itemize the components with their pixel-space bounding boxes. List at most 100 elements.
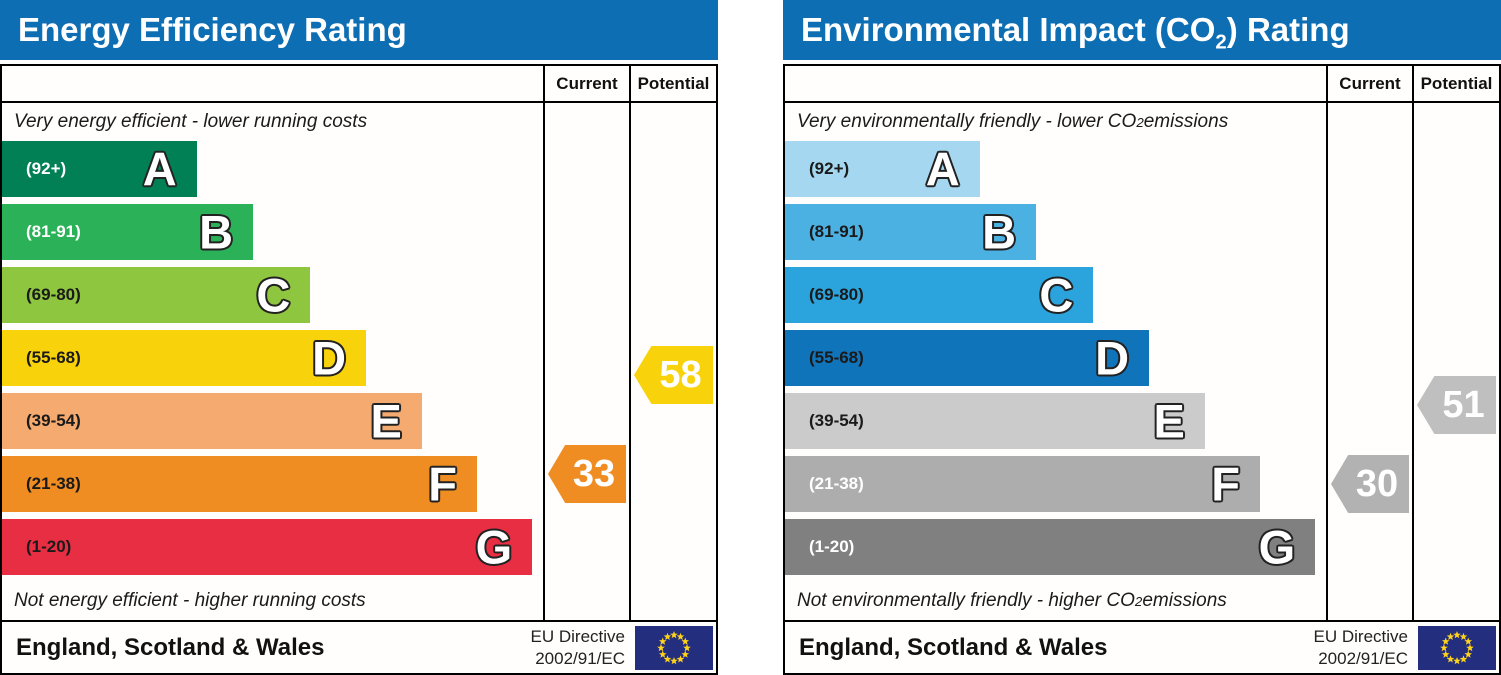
band-letter: E: [1153, 394, 1185, 448]
band-row: (21-38) F: [2, 456, 543, 519]
current-column-header: Current: [543, 66, 629, 101]
potential-rating-arrow: 58: [634, 346, 713, 404]
band-letter: A: [142, 142, 177, 196]
band-letter: F: [428, 457, 457, 511]
band-range-label: (92+): [26, 159, 67, 178]
bottom-note: Not energy efficient - higher running co…: [2, 582, 543, 620]
chart-title-text-end: ) Rating: [1226, 11, 1350, 48]
environmental-impact-rating-chart: Environmental Impact (CO2) Rating Curren…: [783, 0, 1501, 675]
band-b: (81-91) B: [785, 204, 1037, 260]
eu-directive-line1: EU Directive: [530, 627, 625, 647]
eu-directive-label: EU Directive 2002/91/EC: [531, 626, 625, 669]
band-letter: A: [925, 142, 960, 196]
current-rating-arrow: 33: [548, 445, 626, 503]
bands-area: Very environmentally friendly - lower CO…: [785, 103, 1326, 620]
bottom-note-text: Not energy efficient - higher running co…: [14, 590, 366, 611]
footer-region-label: England, Scotland & Wales: [799, 633, 1108, 661]
band-row: (39-54) E: [2, 393, 543, 456]
band-row: (1-20) G: [785, 519, 1326, 582]
table-footer: England, Scotland & Wales EU Directive 2…: [2, 620, 716, 673]
band-row: (1-20) G: [2, 519, 543, 582]
top-note: Very energy efficient - lower running co…: [2, 103, 543, 141]
band-a: (92+) A: [2, 141, 197, 197]
top-note-text: Very environmentally friendly - lower CO: [797, 111, 1137, 132]
eu-directive-line1: EU Directive: [1313, 627, 1408, 647]
band-row: (21-38) F: [785, 456, 1326, 519]
band-a: (92+) A: [785, 141, 980, 197]
band-row: (69-80) C: [785, 267, 1326, 330]
band-letter: C: [256, 268, 291, 322]
band-range-label: (1-20): [26, 537, 72, 556]
table-body: Very environmentally friendly - lower CO…: [785, 103, 1499, 620]
rating-table: Current Potential Very energy efficient …: [0, 64, 718, 675]
band-row: (39-54) E: [785, 393, 1326, 456]
top-note-text: Very energy efficient - lower running co…: [14, 111, 368, 132]
bands-column-header: [2, 66, 543, 101]
bottom-note-text-end: emissions: [1142, 590, 1227, 611]
band-d: (55-68) D: [785, 330, 1150, 386]
band-range-label: (1-20): [809, 537, 855, 556]
band-range-label: (92+): [809, 159, 850, 178]
eu-flag-icon: [635, 625, 713, 670]
band-f: (21-38) F: [785, 456, 1260, 512]
chart-title: Energy Efficiency Rating: [0, 0, 718, 60]
table-header-row: Current Potential: [785, 66, 1499, 103]
chart-title-text: Environmental Impact (CO: [801, 11, 1216, 48]
band-row: (69-80) C: [2, 267, 543, 330]
band-c: (69-80) C: [2, 267, 311, 323]
current-rating-column: 33: [543, 103, 629, 620]
band-row: (92+) A: [2, 141, 543, 204]
band-range-label: (81-91): [809, 222, 864, 241]
band-row: (55-68) D: [2, 330, 543, 393]
table-header-row: Current Potential: [2, 66, 716, 103]
band-letter: B: [982, 205, 1017, 259]
band-letter: D: [1095, 331, 1130, 385]
footer-region-label: England, Scotland & Wales: [16, 633, 325, 661]
current-rating-value: 33: [572, 452, 616, 495]
band-letter: G: [475, 520, 513, 574]
chart-title: Environmental Impact (CO2) Rating: [783, 0, 1501, 60]
potential-rating-value: 58: [659, 353, 702, 396]
band-g: (1-20) G: [2, 519, 533, 575]
band-row: (55-68) D: [785, 330, 1326, 393]
current-rating-value: 30: [1355, 462, 1399, 505]
potential-rating-column: 58: [629, 103, 716, 620]
band-row: (81-91) B: [2, 204, 543, 267]
rating-table: Current Potential Very environmentally f…: [783, 64, 1501, 675]
table-footer: England, Scotland & Wales EU Directive 2…: [785, 620, 1499, 673]
top-note-text-end: emissions: [1143, 111, 1229, 132]
band-range-label: (55-68): [26, 348, 81, 367]
band-row: (81-91) B: [785, 204, 1326, 267]
band-letter: C: [1039, 268, 1074, 322]
band-e: (39-54) E: [785, 393, 1205, 449]
chart-title-text: Energy Efficiency Rating: [18, 11, 407, 48]
band-letter: G: [1258, 520, 1296, 574]
eu-directive-label: EU Directive 2002/91/EC: [1314, 626, 1408, 669]
band-c: (69-80) C: [785, 267, 1094, 323]
band-letter: F: [1211, 457, 1240, 511]
band-range-label: (81-91): [26, 222, 81, 241]
top-note-subscript: 2: [1136, 114, 1144, 130]
band-range-label: (69-80): [26, 285, 81, 304]
band-row: (92+) A: [785, 141, 1326, 204]
band-letter: B: [199, 205, 234, 259]
potential-rating-arrow: 51: [1417, 376, 1496, 434]
band-range-label: (21-38): [26, 474, 81, 493]
potential-column-header: Potential: [629, 66, 716, 101]
band-letter: D: [312, 331, 347, 385]
band-b: (81-91) B: [2, 204, 254, 260]
eu-flag-icon: [1418, 625, 1496, 670]
chart-title-subscript: 2: [1215, 30, 1227, 54]
top-note: Very environmentally friendly - lower CO…: [785, 103, 1326, 141]
band-range-label: (21-38): [809, 474, 864, 493]
band-range-label: (55-68): [809, 348, 864, 367]
band-g: (1-20) G: [785, 519, 1316, 575]
potential-rating-column: 51: [1412, 103, 1499, 620]
band-letter: E: [370, 394, 402, 448]
bottom-note: Not environmentally friendly - higher CO…: [785, 582, 1326, 620]
table-body: Very energy efficient - lower running co…: [2, 103, 716, 620]
band-range-label: (69-80): [809, 285, 864, 304]
band-range-label: (39-54): [809, 411, 864, 430]
band-d: (55-68) D: [2, 330, 367, 386]
